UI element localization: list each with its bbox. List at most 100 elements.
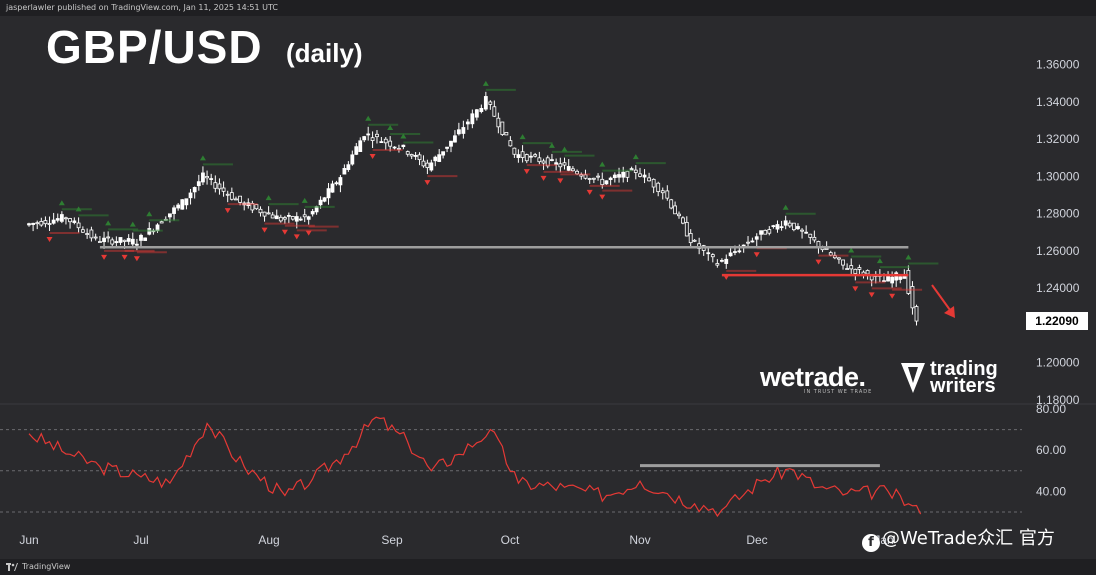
candle xyxy=(429,159,434,172)
candle-body xyxy=(39,221,44,226)
candle xyxy=(278,214,283,223)
candle-body xyxy=(59,214,64,222)
candle-body xyxy=(274,215,279,220)
candle xyxy=(550,153,554,162)
candle-body xyxy=(217,183,222,190)
up-fractal-icon xyxy=(129,221,136,227)
candle-body xyxy=(906,270,911,294)
candle-body xyxy=(110,239,115,245)
candle-body xyxy=(571,168,575,172)
candle xyxy=(608,176,613,186)
candle-body xyxy=(445,146,449,149)
candle xyxy=(681,216,685,225)
candle xyxy=(571,166,575,172)
candle xyxy=(375,130,379,144)
candle xyxy=(566,159,571,172)
candle-body xyxy=(604,180,609,185)
candle-body xyxy=(759,230,763,235)
price-tick-label: 1.36000 xyxy=(1036,58,1080,72)
candle-body xyxy=(134,243,139,246)
candle-body xyxy=(886,275,890,282)
candle-body xyxy=(370,137,375,141)
candle xyxy=(728,247,733,257)
candle xyxy=(326,183,331,205)
candle-body xyxy=(306,216,311,220)
candle-body xyxy=(791,222,796,231)
candle xyxy=(812,230,817,243)
candle-body xyxy=(266,212,271,215)
candle-body xyxy=(779,226,784,229)
down-fractal-icon xyxy=(281,229,288,235)
candle-body xyxy=(812,236,817,241)
candle xyxy=(849,258,854,276)
candle-body xyxy=(350,154,355,165)
price-tick-label: 1.20000 xyxy=(1036,356,1080,370)
candle xyxy=(196,174,201,191)
candle xyxy=(310,208,315,217)
candle xyxy=(68,217,72,229)
facebook-icon: f xyxy=(862,534,880,552)
candle xyxy=(665,185,670,201)
annotations xyxy=(931,284,955,318)
candle xyxy=(225,190,230,203)
candle-body xyxy=(681,217,685,224)
candle xyxy=(656,181,661,197)
candle-body xyxy=(520,151,525,158)
candle xyxy=(258,206,263,217)
candle-body xyxy=(47,223,52,225)
candle xyxy=(737,244,742,254)
time-tick-label: Dec xyxy=(746,533,767,547)
candle-body xyxy=(537,157,542,163)
candle-body xyxy=(642,174,647,178)
watermark: f @WeTrade众汇 官方 xyxy=(862,524,1055,552)
candle xyxy=(401,144,406,150)
candle-body xyxy=(358,140,363,152)
candle-body xyxy=(383,138,388,144)
candle-body xyxy=(254,204,259,210)
candle-body xyxy=(562,162,567,166)
candle xyxy=(168,213,172,223)
candle-body xyxy=(290,216,295,220)
candle-body xyxy=(168,213,172,218)
triangle-feather-icon xyxy=(901,363,925,393)
candle-body xyxy=(767,229,772,234)
candle xyxy=(456,122,461,136)
candle-body xyxy=(425,162,430,169)
candle xyxy=(205,170,209,185)
candle xyxy=(808,233,813,244)
trading-writers-line1: trading xyxy=(930,358,998,380)
candle xyxy=(541,158,546,170)
candle xyxy=(894,271,899,287)
candle-body xyxy=(894,272,899,281)
candle-body xyxy=(242,202,247,206)
candle-body xyxy=(849,265,854,270)
candle xyxy=(516,149,521,163)
candle xyxy=(684,216,689,237)
candle-body xyxy=(362,136,367,141)
candle xyxy=(710,253,715,263)
candle xyxy=(791,222,796,232)
down-fractal-icon xyxy=(121,254,128,260)
candle xyxy=(334,180,339,186)
candle xyxy=(238,195,242,206)
candle-body xyxy=(213,182,218,189)
candle-body xyxy=(898,276,903,280)
down-fractal-icon xyxy=(46,236,53,242)
up-fractal-icon xyxy=(548,142,555,148)
candle-body xyxy=(421,160,426,167)
candle-body xyxy=(621,171,626,178)
down-fractal-icon xyxy=(424,180,431,186)
time-tick-label: Nov xyxy=(629,533,650,547)
candle-body xyxy=(176,204,181,209)
candle xyxy=(229,187,234,201)
down-fractal-icon xyxy=(868,292,875,298)
up-fractal-icon xyxy=(105,220,112,226)
candle-body xyxy=(529,155,533,158)
candle xyxy=(763,229,768,235)
candle xyxy=(294,212,299,229)
candle-body xyxy=(326,188,331,199)
candle xyxy=(354,142,359,156)
rsi-tick-label: 60.00 xyxy=(1036,443,1066,457)
candle xyxy=(520,145,525,163)
